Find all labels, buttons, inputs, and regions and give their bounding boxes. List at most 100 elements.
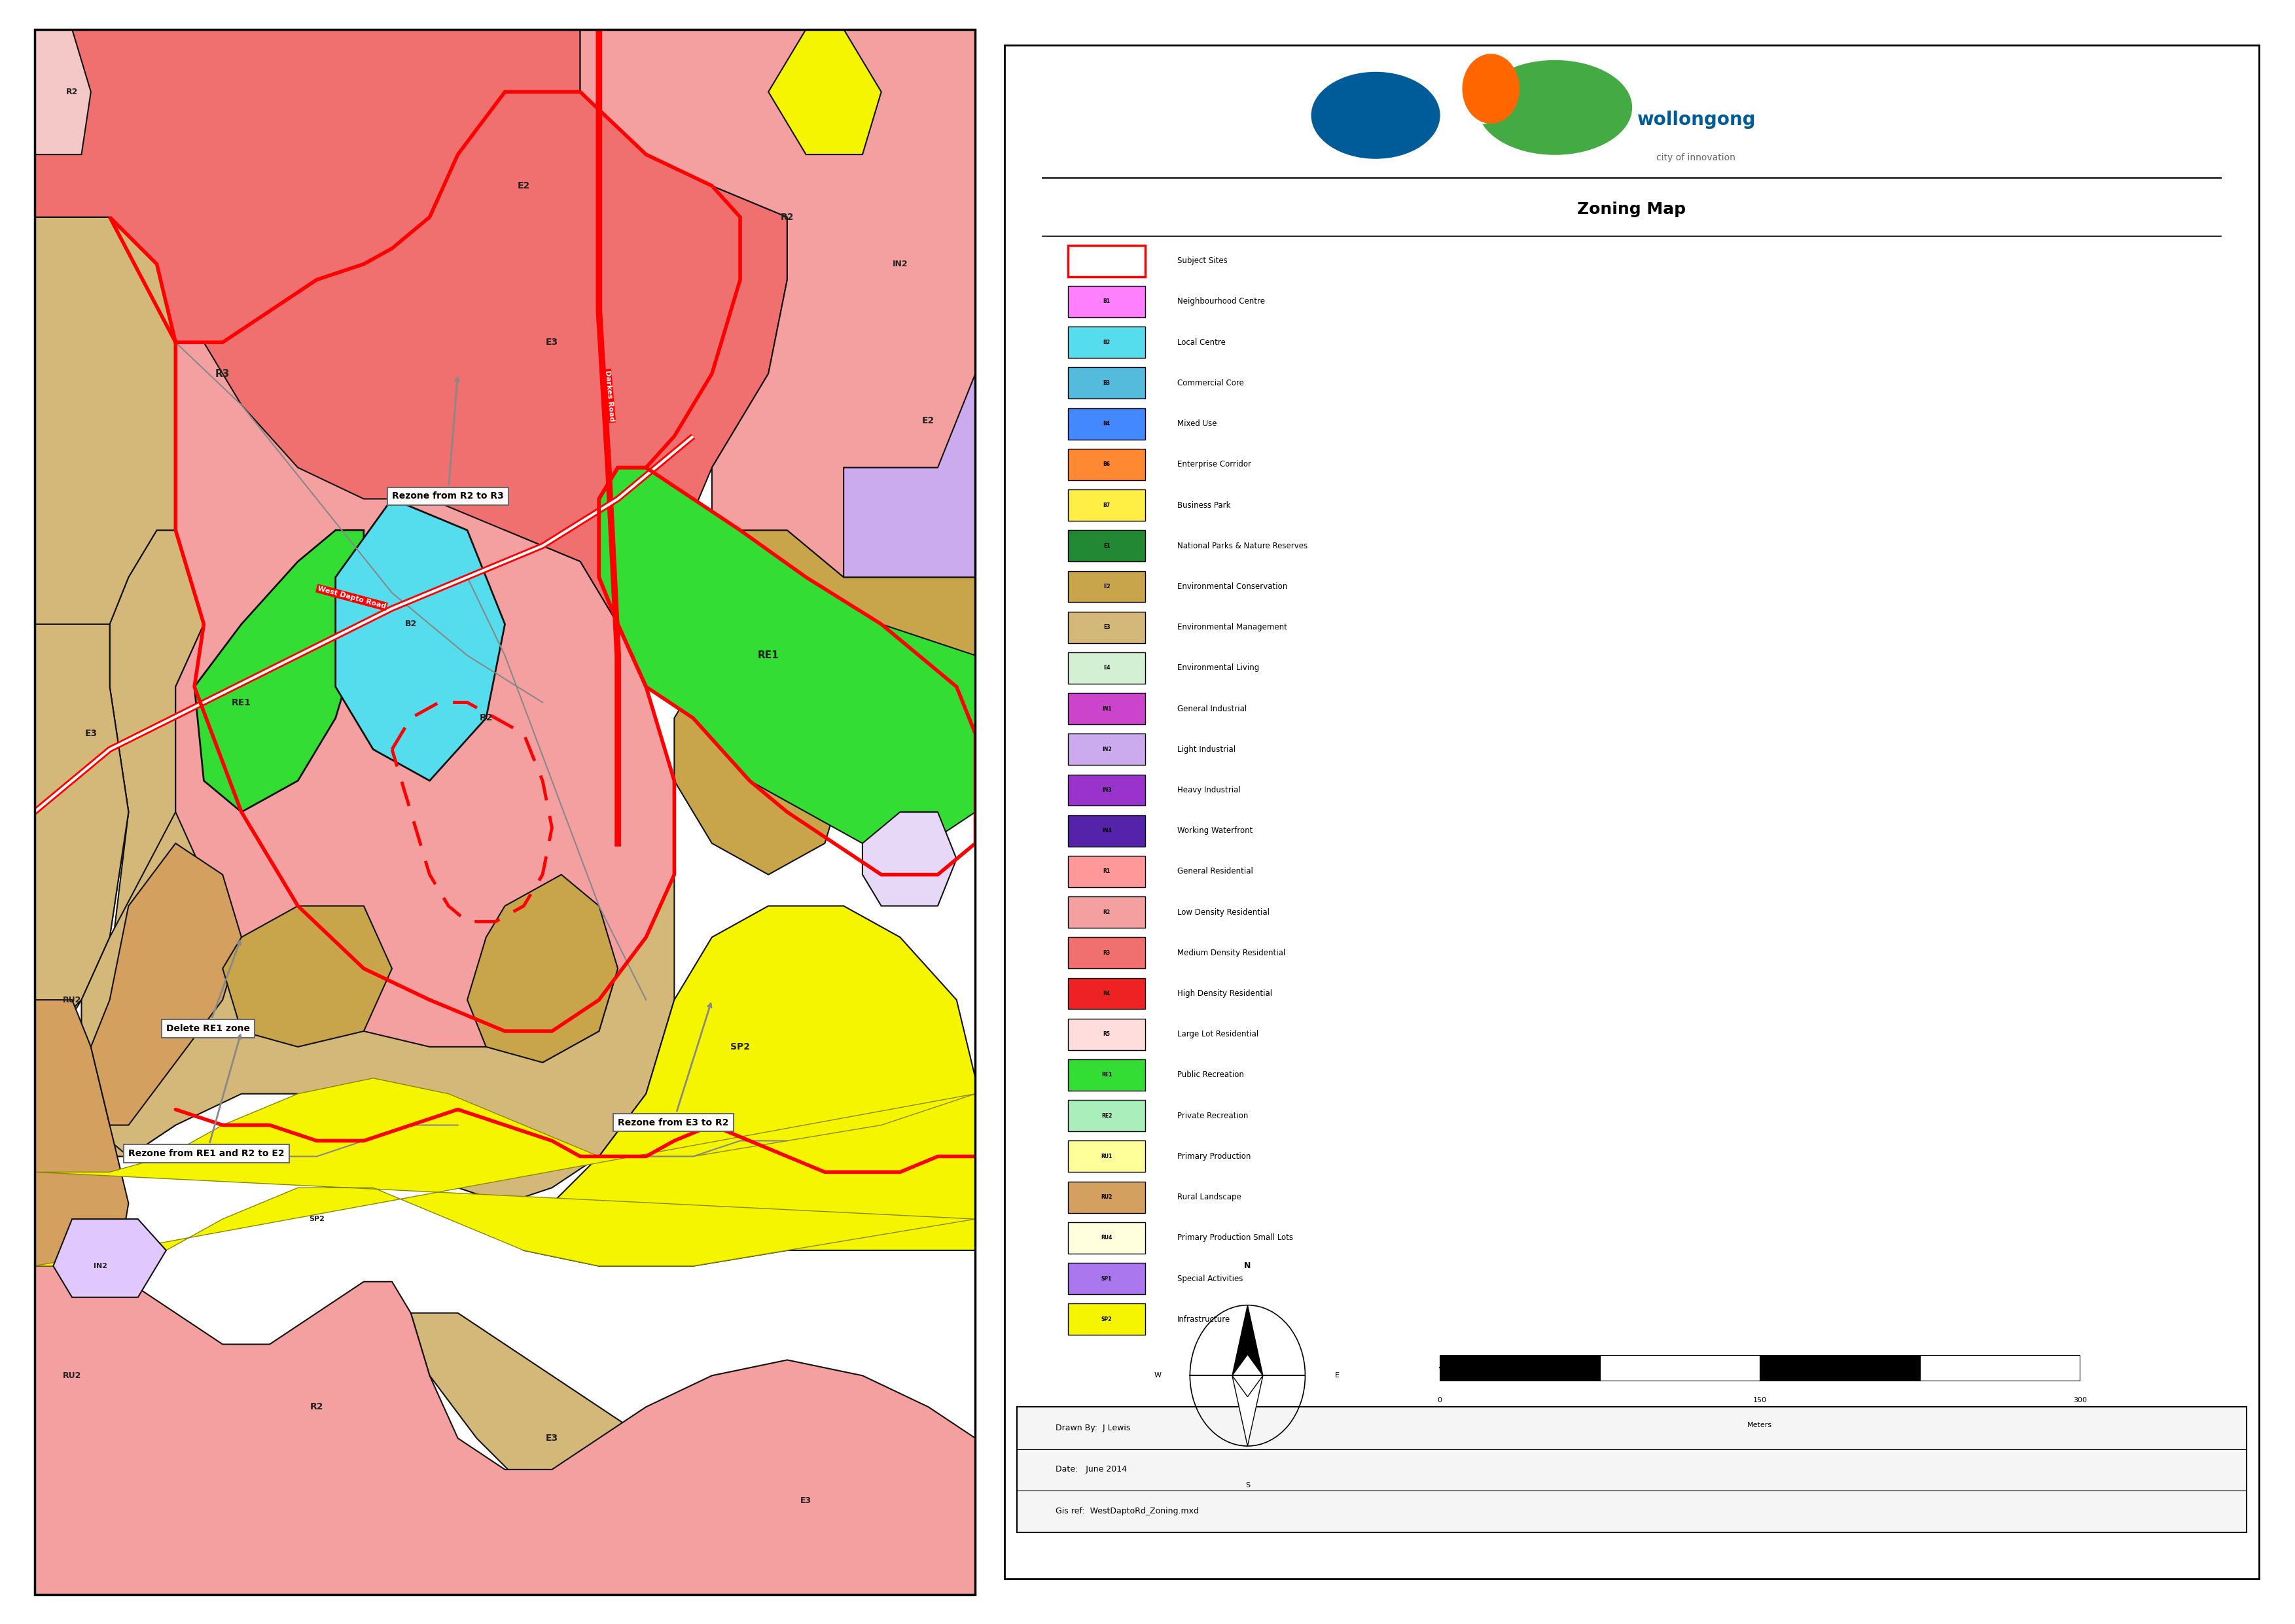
Polygon shape	[1232, 1306, 1262, 1376]
Bar	[1067, 1263, 1145, 1294]
Text: E3: E3	[546, 338, 558, 348]
Polygon shape	[34, 1267, 975, 1595]
Text: SP1: SP1	[1102, 1275, 1113, 1281]
Polygon shape	[335, 499, 505, 781]
Bar	[1067, 815, 1145, 846]
Text: Environmental Conservation: Environmental Conservation	[1177, 583, 1287, 591]
Text: RU1: RU1	[1102, 1153, 1113, 1160]
Polygon shape	[34, 218, 174, 1047]
Text: IN1: IN1	[1102, 706, 1111, 711]
Bar	[1067, 1304, 1145, 1335]
Text: B2: B2	[1104, 339, 1111, 346]
Polygon shape	[599, 468, 975, 843]
Polygon shape	[1232, 1376, 1262, 1445]
Text: Rezone from RE1 and R2 to E2: Rezone from RE1 and R2 to E2	[129, 1034, 285, 1158]
Text: Environmental Living: Environmental Living	[1177, 664, 1260, 672]
Text: Darkes Road: Darkes Road	[604, 370, 615, 422]
Text: SP2: SP2	[310, 1216, 324, 1223]
Bar	[1067, 1059, 1145, 1091]
Text: Working Waterfront: Working Waterfront	[1177, 827, 1253, 835]
Text: 300: 300	[2072, 1397, 2086, 1403]
Text: E4: E4	[1104, 664, 1111, 671]
Bar	[1067, 896, 1145, 927]
Polygon shape	[411, 1312, 975, 1595]
Bar	[1760, 1356, 1921, 1380]
Polygon shape	[675, 656, 845, 875]
Polygon shape	[34, 1000, 129, 1359]
Ellipse shape	[1453, 84, 1503, 123]
Text: RE1: RE1	[232, 698, 250, 706]
Text: B7: B7	[1104, 502, 1111, 508]
Bar	[1067, 367, 1145, 400]
Bar	[1921, 1356, 2079, 1380]
Polygon shape	[92, 843, 241, 1125]
Polygon shape	[468, 875, 617, 1062]
Text: R2: R2	[480, 713, 493, 723]
Text: Meters: Meters	[1746, 1423, 1772, 1429]
Text: E2: E2	[516, 182, 530, 190]
Polygon shape	[34, 218, 241, 1156]
Polygon shape	[53, 1220, 165, 1298]
Text: Mixed Use: Mixed Use	[1177, 419, 1216, 429]
Text: Medium Density Residential: Medium Density Residential	[1177, 948, 1285, 957]
Text: 150: 150	[1753, 1397, 1767, 1403]
Bar	[1067, 653, 1145, 684]
Text: R2: R2	[1104, 909, 1111, 916]
Bar	[1067, 489, 1145, 521]
Text: Private Recreation: Private Recreation	[1177, 1111, 1248, 1121]
Text: Rezone from E3 to R2: Rezone from E3 to R2	[617, 1004, 730, 1127]
Polygon shape	[174, 343, 675, 1047]
Polygon shape	[34, 29, 787, 656]
Text: Rural Landscape: Rural Landscape	[1177, 1194, 1242, 1202]
Bar	[1067, 326, 1145, 357]
Text: IN2: IN2	[94, 1263, 108, 1270]
Bar	[1067, 1099, 1145, 1132]
Bar	[1067, 856, 1145, 887]
Text: B2: B2	[404, 620, 418, 628]
Text: Drawn By:  J Lewis: Drawn By: J Lewis	[1056, 1424, 1131, 1432]
Text: Subject Sites: Subject Sites	[1177, 257, 1228, 265]
Text: General Residential: General Residential	[1177, 867, 1253, 875]
Bar	[1067, 408, 1145, 440]
Polygon shape	[223, 906, 392, 1047]
Bar	[1067, 937, 1145, 968]
Bar	[1067, 529, 1145, 562]
Text: Primary Production Small Lots: Primary Production Small Lots	[1177, 1234, 1292, 1242]
Bar	[1017, 1406, 2247, 1531]
Text: IN2: IN2	[893, 260, 909, 268]
Bar	[1600, 1356, 1760, 1380]
Text: R1: R1	[1104, 869, 1111, 874]
Text: E2: E2	[923, 416, 934, 425]
Text: B4: B4	[1104, 421, 1111, 427]
Text: R4: R4	[1104, 991, 1111, 997]
Text: E1: E1	[1104, 542, 1111, 549]
Bar	[1067, 1018, 1145, 1051]
Polygon shape	[523, 906, 975, 1267]
Text: Special Activities: Special Activities	[1177, 1275, 1244, 1283]
Bar	[1439, 1356, 1600, 1380]
Bar	[1067, 448, 1145, 481]
Bar	[1067, 1223, 1145, 1254]
Text: city of innovation: city of innovation	[1657, 153, 1735, 162]
Polygon shape	[617, 529, 975, 734]
Text: IN2: IN2	[1102, 747, 1111, 752]
Bar	[1067, 978, 1145, 1009]
Text: RE1: RE1	[1102, 1072, 1113, 1078]
Text: E3: E3	[85, 729, 96, 739]
Polygon shape	[581, 29, 975, 577]
Bar	[1067, 286, 1145, 317]
Text: SP2: SP2	[730, 1043, 750, 1051]
Text: R2: R2	[780, 213, 794, 222]
Text: RE2: RE2	[1102, 1112, 1113, 1119]
Text: N: N	[1244, 1262, 1251, 1270]
Text: West Dapto Road: West Dapto Road	[317, 585, 386, 609]
Text: R3: R3	[1104, 950, 1111, 957]
Text: Public Recreation: Public Recreation	[1177, 1070, 1244, 1080]
Text: High Density Residential: High Density Residential	[1177, 989, 1271, 997]
Bar	[1067, 612, 1145, 643]
Text: R2: R2	[67, 88, 78, 96]
Bar	[1067, 734, 1145, 765]
Text: Neighbourhood Centre: Neighbourhood Centre	[1177, 297, 1265, 305]
Text: B1: B1	[1104, 299, 1111, 305]
Text: RU2: RU2	[62, 1371, 80, 1380]
